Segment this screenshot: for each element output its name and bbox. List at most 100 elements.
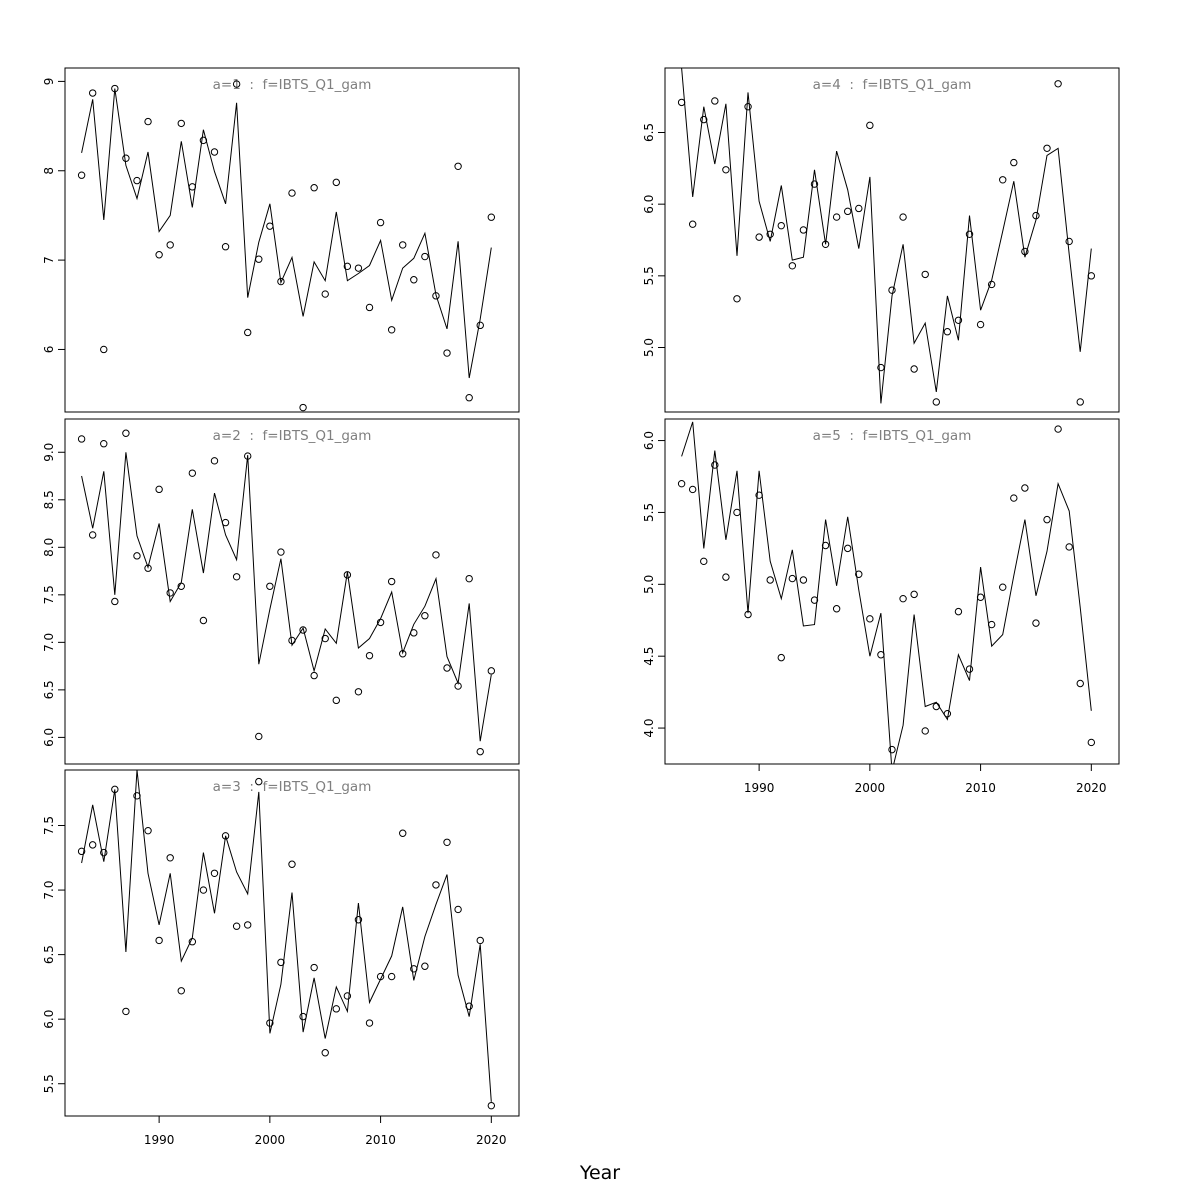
data-point [1010,158,1018,167]
data-point [432,881,440,889]
data-point [410,276,418,284]
panels: 6 7 8 9 a=1 : f=IBTS_Q1_gam 6.0 6.5 7.0 7.5 8.0 8.… [42,67,1120,1147]
data-point [88,531,97,539]
data-point [943,709,952,718]
data-point [387,972,396,981]
data-point [310,671,318,680]
y-tick-label: 8.0 [42,538,56,557]
y-tick-label: 5.5 [42,1074,56,1093]
data-point [288,636,296,645]
data-point [976,320,985,329]
y-tick-label: 7.5 [42,585,56,604]
fitted-line [681,68,1092,404]
data-point [1087,272,1096,280]
data-point [432,292,440,300]
data-point [888,745,896,754]
data-point [965,665,974,673]
data-point [133,552,141,560]
y-tick-label: 6.0 [42,728,56,747]
panel-title: a=1 : f=IBTS_Q1_gam [213,77,372,93]
data-point [722,573,730,581]
data-point [299,626,307,634]
data-point [299,403,307,412]
y-tick-label: 9.0 [42,443,56,462]
data-point [199,136,208,145]
panel-2: 6.0 6.5 7.0 7.5 8.0 8.5 9.0 a=2 : f=IBTS_Q1_gam [42,418,520,765]
data-point [277,548,285,556]
data-point [744,610,752,619]
data-point [288,860,296,868]
data-point [232,573,241,581]
data-point [733,295,741,303]
data-point [133,176,141,185]
data-point [476,936,484,945]
data-point [210,457,219,465]
data-point [321,1049,329,1057]
x-tick-label: 2000 [255,1133,286,1147]
data-point [343,992,352,1000]
data-point [1021,247,1029,256]
data-point [244,452,252,460]
data-point [877,651,885,659]
data-point [1054,425,1062,433]
data-point [921,270,929,279]
data-point [155,251,163,259]
data-point [365,651,374,660]
data-point [722,166,730,174]
data-point [166,854,174,862]
panel-title: a=3 : f=IBTS_Q1_gam [213,779,372,795]
data-point [766,576,774,584]
data-point [421,252,429,261]
plot-frame [64,418,520,765]
x-tick-label: 2000 [855,781,886,795]
panel-5: 4.0 4.5 5.0 5.5 6.0 1990 2000 2010 2020 a=5 : f=I… [642,418,1120,795]
data-point [1032,211,1040,220]
data-point [888,286,896,294]
data-point [399,650,407,658]
data-point [677,98,686,107]
plot-frame [664,67,1120,413]
data-point [210,869,219,877]
data-point [755,233,763,241]
data-point [221,518,230,527]
data-point [855,204,863,213]
data-point [387,326,396,334]
data-point [188,469,197,477]
data-point [711,97,719,105]
data-point [766,230,774,238]
x-tick-label: 1990 [744,781,775,795]
data-point [376,218,385,227]
data-point [177,582,185,590]
data-point [443,664,451,672]
data-point [244,921,252,929]
data-point [332,1005,340,1013]
data-point [365,303,374,312]
data-point [122,154,130,162]
x-tick-label: 2010 [965,781,996,795]
data-point [266,222,274,230]
data-point [954,316,963,324]
data-point [188,938,197,946]
data-point [755,491,763,499]
plot-area [77,80,496,412]
data-point [954,607,963,616]
panel-3: 5.5 6.0 6.5 7.0 7.5 1990 2000 2010 2020 a=3 : f=I… [42,769,520,1147]
data-point [321,634,329,643]
data-point [844,207,852,216]
panel-title: a=5 : f=IBTS_Q1_gam [813,428,972,444]
data-point [910,590,918,599]
data-point [454,162,462,170]
y-tick-label: 7.0 [42,881,56,900]
data-point [177,119,185,128]
data-point [255,255,263,263]
data-point [111,84,119,93]
data-point [376,972,385,981]
y-tick-label: 6.0 [642,431,656,450]
data-point [443,349,451,357]
data-point [244,328,252,337]
data-point [810,180,819,188]
data-point [343,571,352,579]
data-point [688,220,697,228]
